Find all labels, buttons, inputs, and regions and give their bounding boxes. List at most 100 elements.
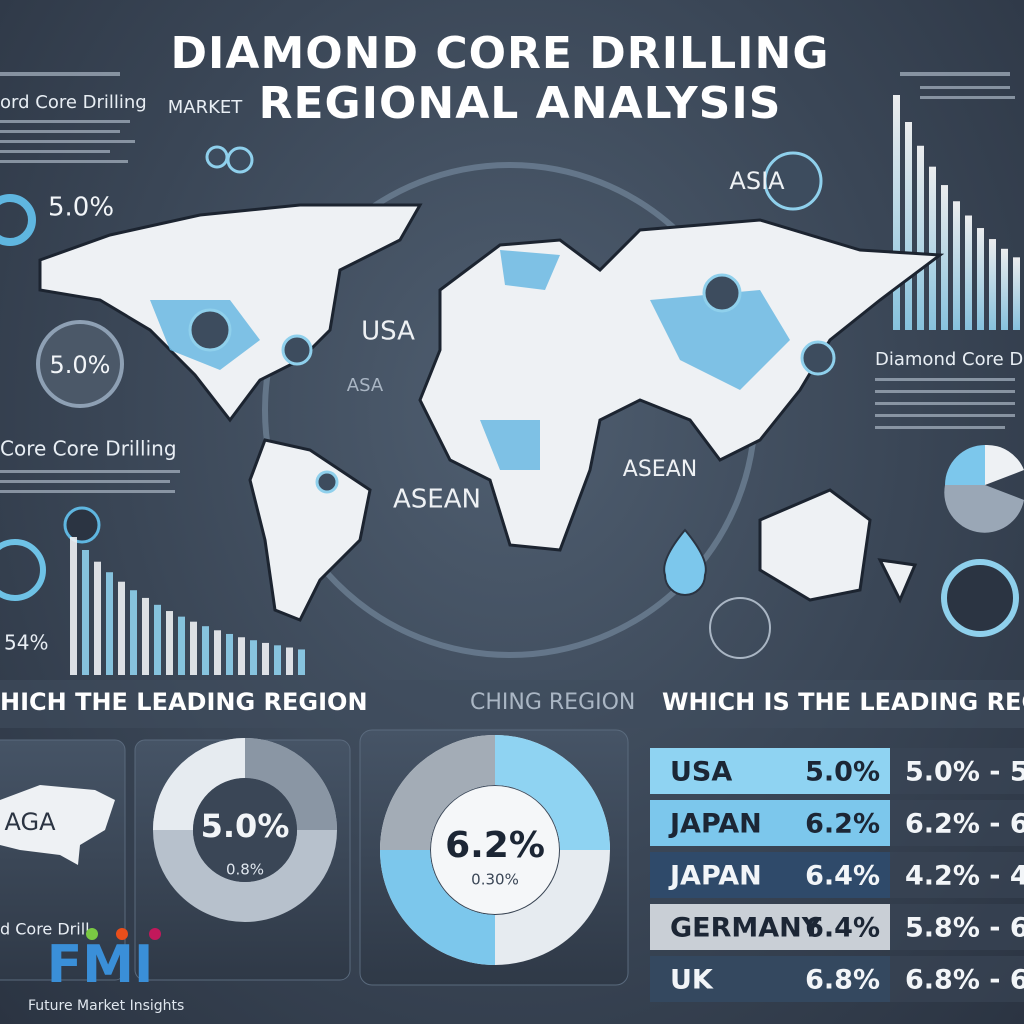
ring-icon — [941, 559, 1019, 637]
region-name: UK — [670, 965, 714, 996]
region-range: 6.8% - 6.0 — [905, 965, 1024, 996]
decor-bar — [298, 649, 305, 675]
donut-value: 6.2% — [445, 825, 545, 866]
decor-bar — [202, 626, 209, 675]
logo-name: Future Market Insights — [28, 998, 184, 1014]
table-row-tail — [890, 852, 1024, 898]
decor-bar — [905, 122, 912, 330]
decor-bar — [106, 572, 113, 675]
pie-icon — [945, 445, 985, 485]
region-range: 5.8% - 6.0 — [905, 913, 1024, 944]
decor-bar — [977, 228, 984, 330]
decor-bar — [941, 185, 948, 330]
world-map — [38, 203, 945, 622]
region-range: 4.2% - 4.6 — [905, 861, 1024, 892]
caption: d Core Drill — [0, 920, 90, 939]
usa-shape — [0, 785, 115, 865]
map-label: ASA — [347, 375, 384, 396]
pie-icon — [944, 485, 1024, 533]
region-range: 6.2% - 6.0 — [905, 809, 1024, 840]
stat: 5.0% — [50, 351, 111, 379]
table-row-tail — [890, 956, 1024, 1002]
decor-bar — [1013, 257, 1020, 330]
ring-icon — [0, 194, 36, 246]
caption: Diamond Core D — [875, 349, 1023, 370]
decor-bar — [226, 633, 233, 675]
caption: ord Core Drilling — [0, 92, 147, 113]
region-name: USA — [670, 757, 732, 788]
region-cagr: 6.4% — [805, 913, 880, 944]
decor-bar — [929, 166, 936, 330]
table-row — [650, 748, 890, 794]
decor-bar — [70, 537, 77, 675]
section-heading: CHING REGION — [470, 690, 635, 715]
donut — [380, 735, 610, 965]
table-row — [650, 800, 890, 846]
web-icon — [709, 597, 771, 659]
decor-bar — [893, 95, 900, 330]
region-name: JAPAN — [668, 809, 762, 840]
decor-bar — [262, 642, 269, 675]
donut-value: 5.0% — [201, 807, 290, 845]
title: DIAMOND CORE DRILLING — [171, 28, 830, 79]
decor-bar — [286, 647, 293, 675]
donut-sub: 0.8% — [226, 861, 264, 879]
donut-sub: 0.30% — [471, 871, 519, 889]
map-pins — [188, 145, 836, 494]
region-name: JAPAN — [668, 861, 762, 892]
caption: Core Core Drilling — [0, 437, 177, 461]
region-cagr: 6.2% — [805, 809, 880, 840]
table-row — [650, 904, 890, 950]
decor-bar — [250, 640, 257, 675]
decor-bar — [130, 590, 137, 675]
pie-icon — [985, 444, 1024, 485]
heading-band — [0, 680, 1024, 728]
region-cagr: 6.4% — [805, 861, 880, 892]
section-heading: HICH THE LEADING REGION — [0, 688, 368, 716]
stat-badge — [36, 320, 124, 408]
section-heading: WHICH IS THE LEADING REG — [662, 688, 1024, 716]
region-range: 5.0% - 5.8 — [905, 757, 1024, 788]
decor-bar — [989, 239, 996, 330]
decor-bar — [118, 581, 125, 675]
map-label: ASEAN — [393, 485, 481, 515]
decor-bar — [274, 645, 281, 675]
table-row — [650, 956, 890, 1002]
table-row-tail — [890, 748, 1024, 794]
filler-lines — [0, 72, 1015, 493]
region-name: GERMANY — [670, 913, 822, 944]
stat: 54% — [4, 631, 48, 655]
decor-bar — [214, 630, 221, 675]
decor-bar — [178, 616, 185, 675]
decor-bar — [953, 201, 960, 330]
decor-bar — [917, 145, 924, 330]
table-row — [650, 852, 890, 898]
decor-bar — [142, 597, 149, 675]
region-cagr: 6.8% — [805, 965, 880, 996]
title: REGIONAL ANALYSIS — [259, 78, 782, 129]
decor-bar — [238, 637, 245, 675]
stat: 5.0% — [48, 193, 114, 223]
decor-bar — [166, 611, 173, 675]
decor-bars — [893, 95, 1020, 330]
table-row-tail — [890, 904, 1024, 950]
region-cagr: 5.0% — [805, 757, 880, 788]
map-label: ASIA — [729, 167, 785, 195]
decor-bar — [965, 215, 972, 330]
drop-icon — [663, 528, 707, 596]
map-label: ASEAN — [623, 457, 697, 482]
decor-bar — [1001, 248, 1008, 330]
ring-icon — [0, 539, 46, 601]
decor-bar — [94, 561, 101, 675]
decor-bar — [154, 604, 161, 675]
donut — [153, 738, 337, 922]
table-row-tail — [890, 800, 1024, 846]
icon — [63, 506, 101, 544]
region-table: USA 5.0% 5.0% - 5.8 JAPAN 6.2% 6.2% - 6.0 JAPA… — [650, 748, 1024, 1002]
tag: MARKET — [168, 97, 244, 118]
card-label: AGA — [4, 808, 56, 836]
logo-mark: FMI — [47, 935, 154, 995]
decor-bars — [70, 537, 305, 675]
